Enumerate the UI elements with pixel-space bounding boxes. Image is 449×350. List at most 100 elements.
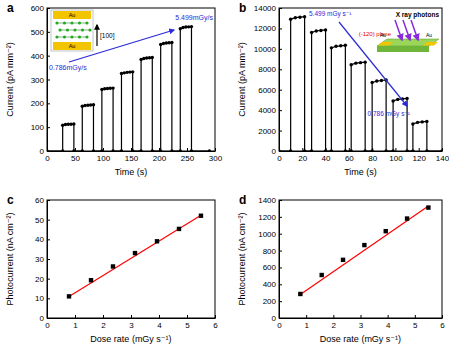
panel-label: c: [7, 193, 14, 207]
data-point: [92, 103, 95, 106]
panel: 01234560200400600800100012001400dDose ra…: [237, 193, 445, 344]
tick-label: 0: [40, 147, 45, 156]
tick: 0: [40, 314, 50, 323]
data-point: [425, 149, 428, 151]
data-point: [391, 149, 394, 151]
annotation: 5.499 mGy s⁻¹: [309, 10, 352, 18]
tick-label: 2: [101, 321, 106, 330]
data-point: [425, 120, 428, 123]
photon-arrow: [403, 20, 410, 40]
panel-label: d: [239, 193, 246, 207]
data-point: [370, 149, 373, 151]
tick-label: 60: [345, 154, 354, 163]
data-point: [384, 149, 387, 151]
data-point: [67, 294, 71, 298]
panel-label: b: [239, 1, 246, 15]
tick: 5: [413, 315, 418, 330]
tick-label: 1400: [258, 196, 276, 205]
data-point: [405, 216, 409, 220]
data-point: [330, 149, 333, 151]
panel-label: a: [7, 1, 14, 15]
plot-frame: [279, 8, 442, 151]
tick: 50: [35, 216, 50, 225]
tick: 0: [277, 148, 282, 163]
data-point: [120, 149, 123, 151]
data-point: [289, 149, 292, 151]
tick-label: 300: [209, 154, 223, 163]
tick-label: 4: [386, 321, 391, 330]
annotation: 0.786 mGy s⁻¹: [368, 110, 411, 118]
tick-label: 0: [277, 154, 282, 163]
data-point: [384, 229, 388, 233]
data-point: [179, 149, 182, 151]
trend-arrow: [339, 22, 407, 106]
tick-label: 5: [413, 321, 418, 330]
tick-label: 120: [413, 154, 427, 163]
tick-label: 400: [31, 52, 45, 61]
tick-label: 6: [440, 321, 445, 330]
tick-label: 60: [35, 196, 44, 205]
tick: 10: [35, 294, 50, 303]
data-point: [199, 214, 203, 218]
data-point: [298, 292, 302, 296]
data-point: [100, 149, 103, 151]
lattice-atom: [63, 35, 66, 38]
data-point: [426, 205, 430, 209]
tick-label: 30: [35, 255, 44, 264]
tick-label: 250: [181, 154, 195, 163]
tick: 80: [368, 148, 377, 163]
annotation: Au: [426, 32, 432, 38]
lattice-atom: [85, 35, 88, 38]
tick-label: 8000: [258, 65, 276, 74]
data-point: [111, 264, 115, 268]
trend-arrow: [69, 30, 174, 62]
tick-label: 300: [31, 76, 45, 85]
x-axis-title: Dose rate (mGy s⁻¹): [320, 334, 401, 344]
tick: 3: [129, 315, 134, 330]
data-line: [69, 215, 201, 296]
tick: 150: [125, 148, 139, 163]
lattice-atom: [63, 21, 66, 24]
data-point: [303, 15, 306, 18]
annotation: 0.786mGy/s: [49, 64, 87, 72]
data-point: [391, 99, 394, 102]
tick: 6: [213, 315, 218, 330]
data-point: [324, 149, 327, 151]
tick-label: 0: [272, 314, 277, 323]
tick-label: 40: [322, 154, 331, 163]
data-point: [155, 239, 159, 243]
data-point: [363, 60, 366, 63]
tick: 1: [73, 315, 78, 330]
tick: 0: [40, 147, 50, 156]
tick-label: 6000: [258, 86, 276, 95]
data-point: [81, 149, 84, 151]
inset-crystal: [51, 10, 97, 51]
data-point: [411, 149, 414, 151]
data-point: [72, 122, 75, 125]
tick-label: 200: [263, 297, 277, 306]
x-axis-title: Dose rate (mGy s⁻¹): [90, 334, 171, 344]
tick: 6000: [258, 86, 282, 95]
tick: 1200: [258, 213, 282, 222]
electrode: [378, 42, 393, 46]
y-axis: 0200400600800100012001400: [258, 196, 282, 323]
electrode: [53, 42, 91, 50]
data-point: [341, 258, 345, 262]
data-point: [315, 29, 318, 32]
figure-svg: 0501001502002503000100200300400500600aTi…: [0, 0, 449, 350]
lattice-atom: [58, 28, 61, 31]
data-point: [47, 149, 49, 151]
data-point: [133, 251, 137, 255]
data-point: [131, 149, 134, 151]
x-axis-title: Time (s): [115, 167, 148, 177]
data-point: [334, 45, 337, 48]
data-point: [319, 29, 322, 32]
y-axis-title: Current (pA mm⁻²): [237, 42, 247, 116]
tick-label: 0: [40, 314, 45, 323]
x-axis: 050100150200250300: [45, 148, 222, 163]
figure: 0501001502002503000100200300400500600aTi…: [0, 0, 449, 350]
photon-arrow: [395, 20, 402, 40]
tick-label: 14000: [254, 4, 277, 13]
data-point: [294, 16, 297, 19]
plot-frame: [47, 8, 215, 151]
